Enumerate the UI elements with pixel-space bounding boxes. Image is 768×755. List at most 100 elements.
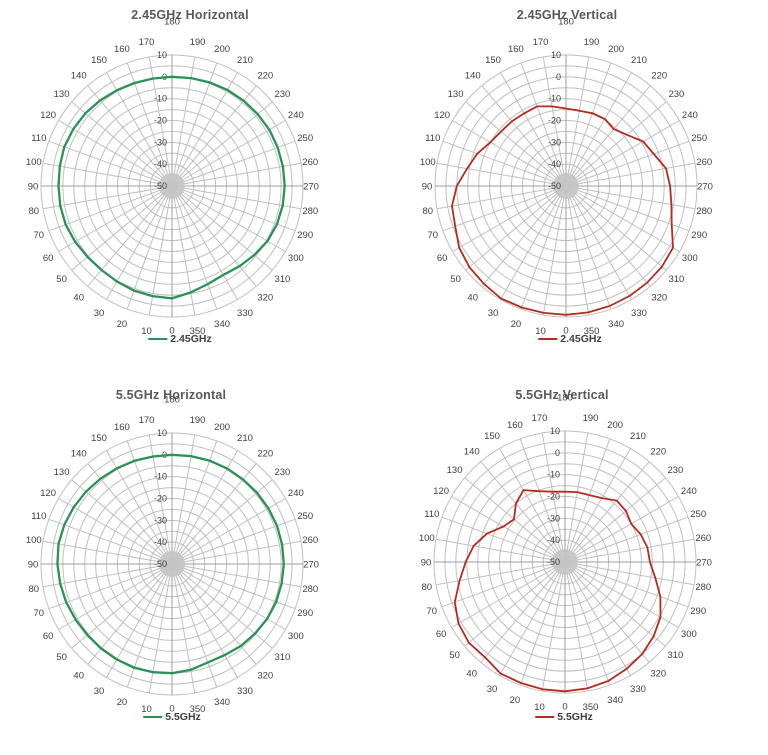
angle-gridline <box>452 120 567 187</box>
angle-gridline <box>171 563 296 610</box>
angle-tick-label: 90 <box>28 182 39 193</box>
angle-gridline <box>565 185 590 316</box>
angle-gridline <box>171 185 238 300</box>
angle-tick-label: 190 <box>583 413 599 424</box>
angle-tick-label: 30 <box>487 684 498 695</box>
center-disc <box>159 173 185 199</box>
angle-gridline <box>565 185 612 310</box>
angle-tick-label: 180 <box>164 395 180 406</box>
angle-gridline <box>171 563 302 588</box>
angle-gridline <box>499 561 566 676</box>
angle-gridline <box>171 185 257 287</box>
angle-tick-label: 10 <box>534 702 545 713</box>
angle-tick-label: 180 <box>558 17 574 28</box>
angle-tick-label: 0 <box>169 326 174 337</box>
angle-tick-label: 160 <box>114 44 130 55</box>
angle-tick-label: 210 <box>237 433 253 444</box>
angle-tick-label: 100 <box>419 533 435 544</box>
angle-tick-label: 120 <box>433 486 449 497</box>
radial-tick-label: 0 <box>556 72 561 82</box>
legend: 5.5GHz <box>143 711 201 723</box>
angle-tick-label: 120 <box>40 110 56 121</box>
angle-tick-label: 220 <box>257 70 273 81</box>
angle-tick-label: 100 <box>26 157 42 168</box>
angle-gridline <box>565 101 667 187</box>
angle-tick-label: 270 <box>303 560 319 571</box>
angle-gridline <box>441 516 566 563</box>
angle-gridline <box>464 477 566 563</box>
series-line <box>453 489 662 693</box>
angle-tick-label: 60 <box>43 631 54 642</box>
radial-tick-label: 0 <box>555 448 560 458</box>
angle-gridline <box>565 85 651 187</box>
angle-gridline <box>171 185 273 271</box>
angle-tick-label: 70 <box>34 608 45 619</box>
angle-tick-label: 310 <box>274 274 290 285</box>
series-line <box>57 75 286 300</box>
radar-plot: 100-10-20-30-40-500102030405060708090100… <box>26 17 319 338</box>
angle-gridline <box>480 561 566 663</box>
angle-gridline <box>564 448 631 563</box>
angle-tick-label: 320 <box>257 671 273 682</box>
angle-tick-label: 210 <box>630 431 646 442</box>
angle-tick-label: 60 <box>437 253 448 264</box>
angle-gridline <box>171 72 238 187</box>
angle-tick-label: 40 <box>466 669 477 680</box>
radial-tick-label: -50 <box>548 181 561 191</box>
angle-gridline <box>464 561 566 647</box>
angle-tick-label: 160 <box>114 422 130 433</box>
angle-gridline <box>58 563 173 630</box>
center-disc <box>552 549 578 575</box>
angle-gridline <box>564 516 689 563</box>
angle-tick-label: 350 <box>583 702 599 713</box>
angle-tick-label: 210 <box>237 55 253 66</box>
angle-tick-label: 310 <box>667 650 683 661</box>
angle-gridline <box>565 162 696 187</box>
angle-tick-label: 20 <box>117 319 128 330</box>
angle-gridline <box>171 563 238 678</box>
angle-tick-label: 200 <box>214 422 230 433</box>
angle-tick-label: 170 <box>139 37 155 48</box>
angle-tick-label: 280 <box>695 582 711 593</box>
angle-gridline <box>71 563 173 649</box>
chart-title: 5.5GHz Vertical <box>515 388 609 402</box>
angle-gridline <box>481 185 567 287</box>
series-line <box>56 453 285 675</box>
angle-gridline <box>564 561 650 663</box>
angle-tick-label: 30 <box>94 686 105 697</box>
angle-tick-label: 100 <box>26 535 42 546</box>
center-disc <box>159 551 185 577</box>
angle-tick-label: 300 <box>288 253 304 264</box>
legend-line <box>148 338 168 340</box>
angle-tick-label: 270 <box>303 182 319 193</box>
angle-tick-label: 300 <box>681 629 697 640</box>
angle-tick-label: 150 <box>91 55 107 66</box>
angle-gridline <box>564 538 695 563</box>
angle-tick-label: 140 <box>465 70 481 81</box>
angle-tick-label: 10 <box>535 326 546 337</box>
angle-gridline <box>171 540 302 565</box>
radial-tick-label: -40 <box>154 159 167 169</box>
angle-tick-label: 230 <box>274 467 290 478</box>
angle-gridline <box>171 479 273 565</box>
angle-gridline <box>465 185 567 271</box>
angle-gridline <box>148 185 173 316</box>
angle-gridline <box>171 563 257 665</box>
angle-tick-label: 350 <box>190 326 206 337</box>
angle-gridline <box>71 101 173 187</box>
angle-gridline <box>71 479 173 565</box>
angle-gridline <box>565 120 680 187</box>
angle-gridline <box>171 563 196 694</box>
angle-tick-label: 20 <box>511 319 522 330</box>
angle-tick-label: 140 <box>464 446 480 457</box>
angle-tick-label: 160 <box>508 44 524 55</box>
angle-tick-label: 250 <box>297 133 313 144</box>
chart-title: 2.45GHz Vertical <box>516 8 618 22</box>
angle-gridline <box>564 561 631 676</box>
angle-tick-label: 220 <box>650 446 666 457</box>
angle-gridline <box>564 561 695 586</box>
angle-gridline <box>87 85 173 187</box>
angle-gridline <box>436 162 567 187</box>
angle-gridline <box>564 477 666 563</box>
angle-tick-label: 290 <box>690 606 706 617</box>
